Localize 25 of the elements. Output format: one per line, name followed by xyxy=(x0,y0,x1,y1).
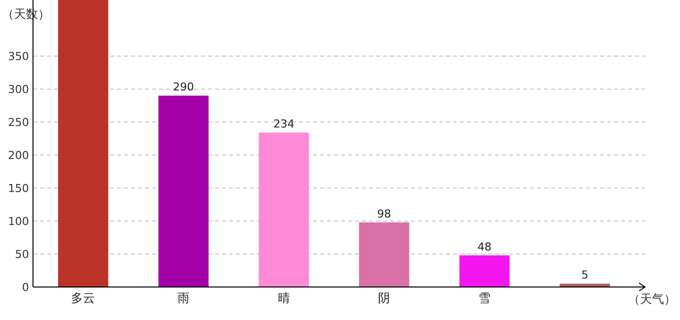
data-label: 48 xyxy=(478,240,492,254)
x-tick-label: 晴 xyxy=(278,291,290,305)
x-tick-label: 阴 xyxy=(378,291,390,305)
y-tick-label: 350 xyxy=(8,50,29,63)
data-label: 5 xyxy=(581,268,588,282)
bar xyxy=(560,284,610,287)
bar xyxy=(158,96,209,287)
data-label: 290 xyxy=(173,80,194,94)
bar xyxy=(258,132,309,287)
data-label: 234 xyxy=(273,118,294,131)
y-tick-label: 50 xyxy=(15,248,29,261)
y-tick-label: 200 xyxy=(8,148,29,162)
bar xyxy=(459,255,510,287)
x-axis-title: （天气） xyxy=(628,292,676,306)
y-tick-label: 100 xyxy=(8,214,29,228)
y-tick-label: 0 xyxy=(22,280,29,294)
y-tick-label: 150 xyxy=(8,182,29,195)
bar xyxy=(58,0,108,287)
x-tick-label: 雨 xyxy=(178,291,190,305)
data-label: 98 xyxy=(377,207,392,220)
y-tick-label: 300 xyxy=(8,82,29,96)
bar xyxy=(359,222,410,287)
y-tick-label: 250 xyxy=(8,116,29,129)
x-tick-label: 多云 xyxy=(71,291,96,305)
x-tick-label: 雪 xyxy=(478,291,490,305)
